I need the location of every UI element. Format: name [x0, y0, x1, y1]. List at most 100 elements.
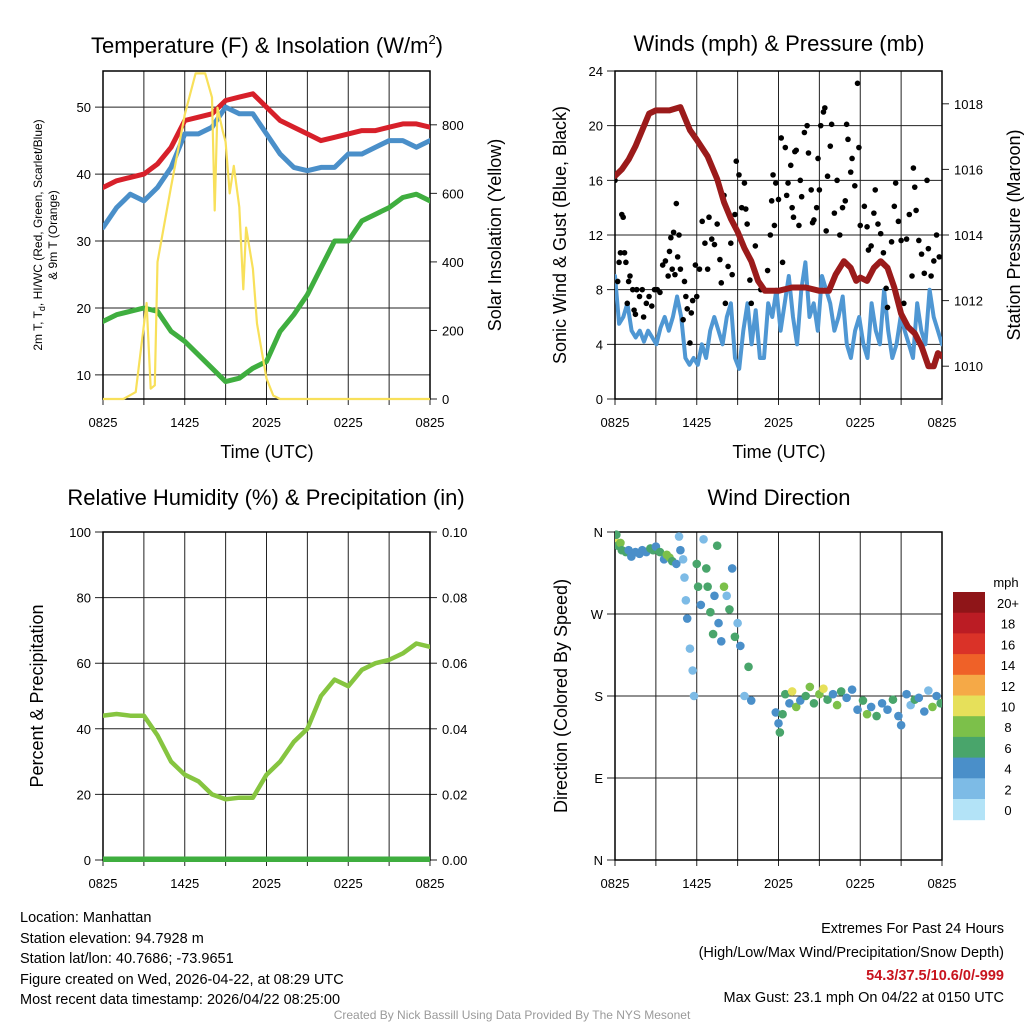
- speed-colorbar: 20+ 18 16 14 12 10 8 6 4 2 0: [953, 592, 1019, 821]
- gust-point: [793, 147, 800, 154]
- y2-tick-label: 800: [442, 118, 464, 133]
- x-tick-label: 0825: [601, 876, 630, 891]
- direction-point: [676, 545, 685, 555]
- gust-point: [772, 180, 779, 186]
- gust-point: [911, 184, 918, 190]
- gust-point: [817, 122, 824, 129]
- direction-point: [685, 644, 695, 653]
- gust-point: [849, 155, 855, 162]
- direction-point: [674, 532, 684, 541]
- gust-point: [831, 210, 838, 216]
- gust-point: [672, 271, 678, 278]
- gust-point: [861, 203, 868, 210]
- gust-point: [669, 266, 676, 272]
- x-tick-label: 0825: [89, 876, 118, 891]
- direction-point: [888, 695, 898, 704]
- x-tick-label: 0825: [416, 876, 445, 891]
- direction-point: [936, 698, 942, 708]
- credit: Created By Nick Bassill Using Data Provi…: [334, 1008, 691, 1022]
- direction-point: [725, 605, 734, 614]
- gust-point: [673, 200, 680, 207]
- y2-tick-label: 1014: [954, 228, 983, 243]
- x-tick-label: 1425: [682, 876, 711, 891]
- x-tick-label: 0825: [928, 415, 957, 430]
- gust-point: [918, 251, 925, 257]
- direction-point: [828, 689, 838, 699]
- direction-point: [832, 700, 842, 710]
- gust-point: [782, 144, 789, 151]
- gust-point: [702, 240, 708, 246]
- y2-tick-label: 0.10: [442, 525, 467, 540]
- x-tick-label: 1425: [682, 415, 711, 430]
- gust-point: [884, 304, 891, 311]
- y-tick-label: 12: [589, 228, 603, 243]
- x-tick-label: 1425: [170, 415, 199, 430]
- direction-point: [688, 666, 697, 675]
- gust-point: [775, 196, 782, 203]
- x-tick-label: 0225: [334, 876, 363, 891]
- y-tick-label: S: [594, 689, 603, 704]
- gust-point: [722, 300, 729, 307]
- gust-point: [842, 198, 849, 204]
- gust-point: [903, 236, 910, 242]
- direction-point: [791, 702, 801, 712]
- direction-point: [771, 708, 781, 717]
- gust-point: [827, 143, 834, 149]
- temperature-xlabel: Time (UTC): [220, 442, 313, 462]
- y-tick-label: 16: [589, 173, 603, 188]
- gust-point: [854, 80, 861, 87]
- y2-tick-label: 0: [442, 392, 449, 407]
- gust-point: [623, 259, 629, 266]
- gust-point: [822, 105, 828, 111]
- gust-point: [677, 266, 684, 272]
- y-tick-label: 8: [596, 283, 603, 298]
- direction-point: [701, 564, 711, 573]
- gust-point: [868, 243, 874, 249]
- gust-point: [744, 221, 750, 227]
- y-tick-label: W: [591, 607, 604, 622]
- direction-point: [866, 702, 876, 712]
- temperature-series-layer: [103, 72, 430, 401]
- gust-point: [732, 211, 738, 218]
- direction-point: [858, 696, 868, 705]
- x-tick-label: 0825: [89, 415, 118, 430]
- gust-point: [847, 169, 854, 175]
- gust-point: [714, 221, 720, 227]
- rh-panel: 0 20 40 60 80 100 0.00 0.02 0.04 0.06 0.08 0.10 0825…: [69, 525, 467, 891]
- footer-latlon: Station lat/lon: 40.7686; -73.9651: [20, 951, 234, 967]
- gust-point: [615, 177, 618, 184]
- y-tick-label: 10: [77, 368, 91, 383]
- gust-point: [764, 267, 771, 274]
- colorbar-swatch: [953, 612, 985, 634]
- gust-point: [898, 237, 904, 244]
- temperature-ylabel-line1: 2m T, Td, HI/WC (Red, Green, Scarlet/Blu…: [31, 119, 47, 350]
- colorbar-label: 16: [1001, 637, 1015, 652]
- gust-point: [696, 266, 703, 272]
- y2-tick-label: 1018: [954, 97, 983, 112]
- colorbar-swatch: [953, 674, 985, 696]
- direction-point: [883, 705, 892, 714]
- x-tick-label: 1425: [170, 876, 199, 891]
- gust-point: [815, 155, 821, 162]
- gust-point: [779, 259, 786, 266]
- gust-point: [768, 198, 775, 204]
- gust-point: [843, 121, 850, 128]
- direction-point: [896, 720, 906, 730]
- gust-point: [648, 303, 655, 309]
- direction-point: [847, 685, 857, 694]
- colorbar-swatch: [953, 778, 985, 800]
- y-tick-label: 0: [84, 853, 91, 868]
- relative-humidity-line: [103, 641, 430, 802]
- colorbar-swatch: [953, 592, 985, 614]
- direction-point: [932, 691, 941, 701]
- extremes-title: Extremes For Past 24 Hours: [821, 921, 1004, 937]
- direction-point: [787, 687, 797, 696]
- y2-tick-label: 0.08: [442, 591, 467, 606]
- gust-point: [615, 278, 621, 285]
- direction-point: [877, 698, 887, 708]
- gust-point: [783, 192, 790, 199]
- y-tick-label: 40: [77, 722, 91, 737]
- gust-point: [657, 289, 663, 296]
